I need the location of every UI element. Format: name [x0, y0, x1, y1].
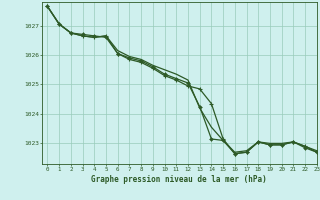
- X-axis label: Graphe pression niveau de la mer (hPa): Graphe pression niveau de la mer (hPa): [91, 175, 267, 184]
